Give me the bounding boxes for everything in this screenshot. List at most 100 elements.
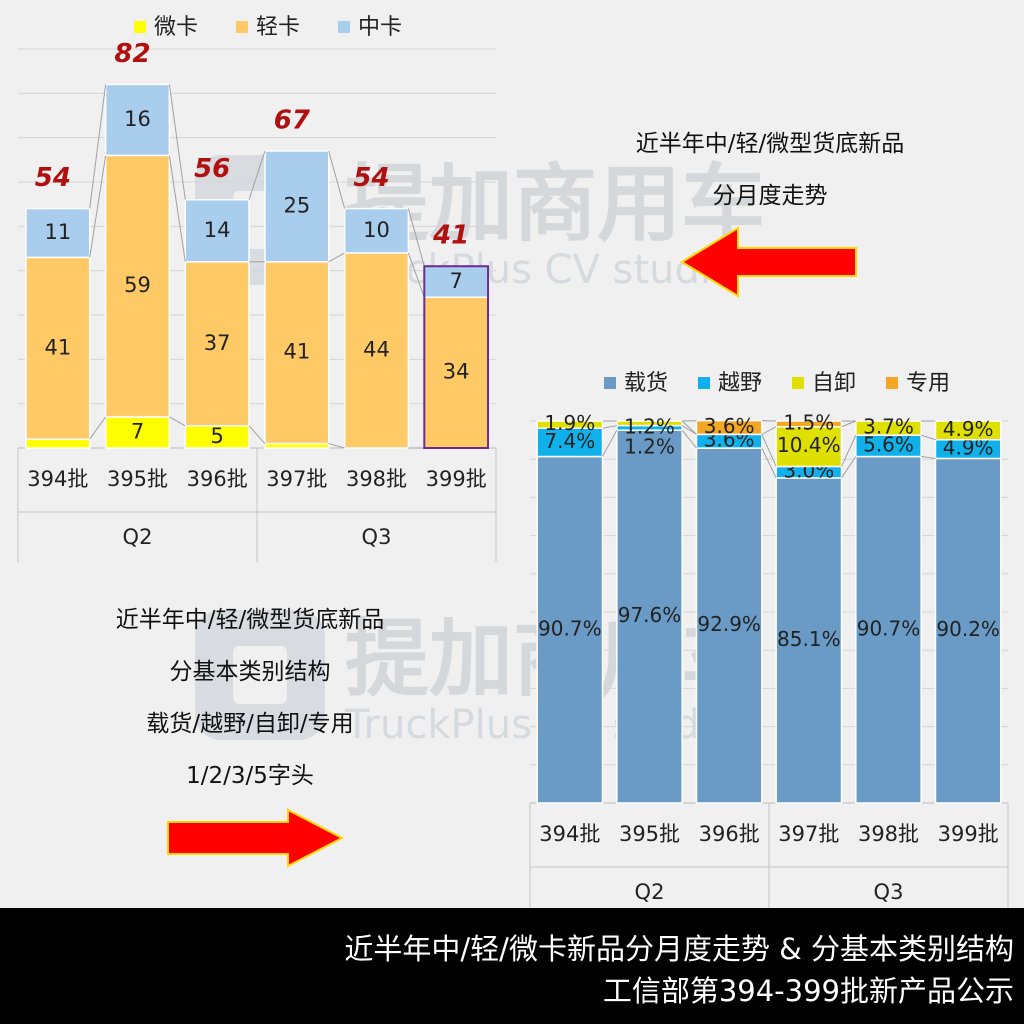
chart2-bar-segment [536, 420, 604, 430]
chart2-category-label: 398批 [858, 822, 919, 846]
chart1-segment-label: 44 [363, 337, 390, 361]
watermark-logo-inner [233, 646, 287, 704]
chart2-bar-segment [775, 477, 843, 804]
chart2-bar-segment [934, 420, 1002, 441]
chart2-category-label: 394批 [539, 822, 600, 846]
chart1-connector-line [169, 416, 186, 427]
chart1-segment-label: 7 [449, 269, 462, 293]
chart1-category-label: 398批 [346, 467, 407, 491]
chart1-connector-line [248, 150, 266, 200]
chart2-legend-swatch [604, 377, 616, 389]
chart2-category-label: 399批 [938, 822, 999, 846]
chart2-legend-label: 自卸 [812, 371, 856, 396]
chart1-category-label: 395批 [107, 467, 168, 491]
chart1-group-label: Q2 [123, 525, 153, 549]
chart2-legend-label: 载货 [624, 371, 668, 396]
chart2-legend-swatch [886, 377, 898, 389]
chart1-bar-segment [25, 256, 91, 440]
structure-note: 近半年中/轻/微型货底新品 分基本类别结构 载货/越野/自卸/专用 1/2/3/… [40, 594, 460, 802]
chart1-bar-segment [264, 150, 330, 263]
trend-note-line2: 分月度走势 [712, 183, 828, 209]
chart2-bar-segment [536, 455, 604, 804]
footer-banner: 近半年中/轻/微卡新品分月度走势 & 分基本类别结构 工信部第394-399批新… [0, 908, 1024, 1024]
chart2-segment-label: 7.4% [544, 429, 595, 453]
chart1-legend-label: 轻卡 [256, 15, 300, 40]
structure-note-line1: 近半年中/轻/微型货底新品 [115, 607, 385, 633]
chart2-connector-line [602, 425, 617, 429]
chart1-legend-label: 微卡 [154, 15, 198, 40]
chart1-segment-label: 5 [210, 424, 223, 448]
chart1-connector-line [168, 84, 186, 200]
chart2-connector-line [761, 447, 777, 479]
chart1-connector-line [248, 425, 266, 444]
chart2-legend-label: 专用 [906, 371, 950, 396]
chart1-connector-line [407, 208, 425, 267]
chart2-segment-label: 1.5% [783, 410, 834, 434]
trend-note: 近半年中/轻/微型货底新品 分月度走势 [560, 118, 980, 222]
chart2-bar-segment [775, 425, 843, 468]
structure-note-line4: 1/2/3/5字头 [186, 763, 314, 789]
chart1-segment-label: 7 [131, 419, 144, 443]
chart2-segment-label: 1.2% [624, 435, 675, 459]
chart1-legend-label: 中卡 [358, 15, 402, 40]
chart1-segment-label: 16 [124, 107, 151, 131]
structure-note-line3: 载货/越野/自卸/专用 [146, 711, 354, 737]
chart1-legend-swatch [338, 21, 350, 33]
chart1-total-label: 41 [432, 221, 469, 251]
chart2-segment-label: 5.6% [863, 432, 914, 456]
chart2-segment-label: 1.2% [624, 415, 675, 439]
chart1-segment-label: 34 [443, 360, 470, 384]
chart1-segment-label: 41 [283, 340, 310, 364]
chart1-segment-label: 37 [204, 331, 231, 355]
chart2-segment-label: 10.4% [777, 433, 841, 457]
chart2-bar-segment [616, 420, 683, 427]
chart1-connector-line [407, 252, 425, 298]
chart1-connector-line [328, 150, 346, 209]
chart2-connector-line [841, 434, 857, 467]
chart2-bar-segment [695, 419, 763, 436]
chart1-legend-swatch [236, 21, 248, 33]
chart2-group-label: Q2 [635, 880, 665, 904]
chart1-total-label: 67 [274, 105, 311, 135]
chart2-connector-line [841, 456, 857, 479]
watermark-cn-text: 提加商用车 [345, 155, 765, 253]
chart1-bar-segment [25, 438, 91, 449]
chart1-segment-label: 25 [283, 193, 310, 217]
watermark-logo-icon [195, 610, 325, 740]
right-arrow-icon [167, 808, 345, 868]
trend-note-line1: 近半年中/轻/微型货底新品 [635, 131, 905, 157]
chart1-total-label: 82 [114, 39, 150, 69]
chart1-category-label: 399批 [426, 467, 487, 491]
chart1-bar-segment [264, 261, 330, 445]
chart2-segment-label: 90.7% [857, 616, 921, 640]
chart1-connector-line [89, 84, 107, 209]
chart1-highlight-border [423, 265, 490, 449]
chart1-group-label: Q3 [362, 525, 392, 549]
chart1-total-label: 54 [353, 163, 389, 193]
chart1-bar-segment [184, 198, 250, 263]
chart1-category-label: 394批 [27, 467, 88, 491]
structure-note-line2: 分基本类别结构 [169, 659, 331, 685]
chart2-bar-segment [616, 429, 683, 804]
chart2-connector-line [841, 420, 857, 428]
chart1-category-label: 397批 [266, 467, 327, 491]
chart1-connector-line [168, 155, 186, 262]
chart1-legend-swatch [134, 21, 146, 33]
chart1-segment-label: 14 [204, 218, 231, 242]
chart2-segment-label: 85.1% [777, 627, 841, 651]
chart2-segment-label: 90.7% [538, 616, 602, 640]
chart1-total-label: 56 [194, 154, 230, 184]
chart2-legend-swatch [792, 377, 804, 389]
left-arrow-icon [680, 226, 857, 298]
chart2-segment-label: 92.9% [697, 612, 761, 636]
chart2-legend-label: 越野 [718, 371, 762, 396]
chart2-connector-line [681, 425, 697, 435]
chart2-bar-segment [855, 420, 922, 436]
chart2-legend-swatch [698, 377, 710, 389]
chart1-connector-line [328, 443, 345, 449]
chart1-category-label: 396批 [187, 467, 248, 491]
chart2-segment-label: 90.2% [936, 617, 1000, 641]
footer-title: 近半年中/轻/微卡新品分月度走势 & 分基本类别结构 [344, 932, 1014, 966]
